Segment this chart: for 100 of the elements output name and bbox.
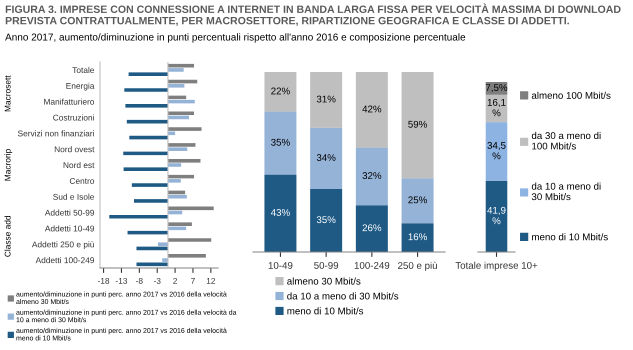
- y-tick-label: Servizi non finanziari: [18, 130, 94, 136]
- bar: [158, 242, 168, 246]
- data-label: 35%: [316, 216, 336, 224]
- data-label: 7,5%: [486, 84, 508, 92]
- data-label: 35%: [271, 138, 290, 146]
- bar: [264, 174, 296, 252]
- legend-label: meno di 10 Mbit/s: [287, 307, 364, 314]
- bar: [264, 112, 296, 175]
- bar: [168, 238, 212, 242]
- bar: [168, 179, 181, 183]
- y-tick-label: Manifatturiero: [44, 98, 94, 105]
- y-tick-label: Centro: [70, 178, 94, 184]
- bar: [310, 72, 342, 128]
- legend-label: da 30 a meno di 100 Mbit/s: [532, 132, 601, 150]
- bar: [168, 190, 186, 194]
- y-tick-label: Sud e Isole: [53, 194, 94, 200]
- bar: [124, 88, 168, 92]
- x-tick-label: 50-99: [314, 262, 338, 269]
- bar: [486, 180, 508, 252]
- bar: [136, 262, 168, 266]
- y-tick-label: Nord est: [64, 162, 94, 168]
- y-tick-label: Addetti 10-49: [44, 225, 94, 232]
- bar: [123, 152, 168, 156]
- bar: [129, 136, 168, 140]
- chart-subtitle: Anno 2017, aumento/diminuzione in punti percentuali rispetto all'anno 2016 e composizione percentuale: [5, 33, 466, 43]
- text: Macrorip: [4, 149, 12, 181]
- bar: [486, 122, 508, 181]
- data-label: 43%: [270, 209, 290, 216]
- bar: [168, 100, 195, 104]
- bar: [168, 158, 200, 163]
- bar: [168, 163, 182, 167]
- bar: [128, 72, 168, 76]
- bar: [310, 128, 342, 189]
- bar: [136, 246, 168, 250]
- legend-label: almeno 100 Mbit/s: [532, 92, 611, 99]
- bar: [168, 254, 206, 258]
- legend-label: da 10 a meno di 30 Mbit/s: [287, 292, 398, 300]
- data-label: 32%: [362, 172, 382, 180]
- bar: [168, 194, 187, 198]
- data-label: 16,1 %: [488, 98, 506, 116]
- bar: [168, 127, 202, 131]
- bar: [402, 72, 434, 178]
- text: FIGURA 3. IMPRESE CON CONNESSIONE A INTERNET IN BANDA LARGA FISSA PER VELOCITÀ MASSIMA DI DOWNLOAD PREVISTA CONTRATTUALMENTE, PER MACROSETTORE, RIPARTIZIONE GEOGRAFICA E CLASSE DI ADDETTI.: [6, 4, 621, 26]
- y-tick-label: Costruzioni: [53, 114, 94, 121]
- x-tick-label: 7: [191, 278, 195, 284]
- bar: [134, 199, 168, 203]
- legend-label: da 10 a meno di 30 Mbit/s: [532, 182, 601, 200]
- data-label: 25%: [408, 196, 427, 204]
- legend-label: almeno 30 Mbit/s: [287, 277, 360, 285]
- x-tick-label: 12: [206, 278, 216, 284]
- bar: [402, 178, 434, 224]
- data-label: 16%: [408, 233, 427, 240]
- data-label: 59%: [408, 120, 427, 128]
- bar: [168, 111, 194, 116]
- x-tick-label: -8: [136, 278, 143, 284]
- bar: [310, 189, 342, 252]
- bar: [125, 104, 168, 108]
- bar: [168, 210, 182, 214]
- bar: [486, 94, 508, 122]
- bar: [168, 96, 186, 100]
- x-tick-label: 100-249: [354, 262, 390, 269]
- bar: [128, 230, 168, 234]
- bar: [132, 183, 168, 187]
- bar: [168, 147, 188, 151]
- bar: [124, 167, 168, 172]
- data-label: 22%: [271, 88, 290, 94]
- data-label: 41,9 %: [487, 206, 506, 224]
- y-tick-label: Nord ovest: [54, 146, 94, 152]
- data-label: 34%: [316, 154, 336, 162]
- y-tick-label: Addetti 250 e più: [32, 241, 94, 250]
- bar: [168, 80, 198, 84]
- bar: [168, 68, 184, 72]
- bar: [356, 205, 388, 252]
- bar: [356, 148, 388, 206]
- y-tick-label: Totale: [72, 66, 94, 74]
- x-tick-label: 250 e più: [398, 262, 437, 271]
- x-tick-label: 10-49: [268, 262, 292, 269]
- bar: [126, 120, 168, 124]
- x-tick-label: -13: [116, 278, 128, 284]
- data-label: 42%: [362, 106, 382, 112]
- bar: [168, 84, 184, 88]
- bar: [168, 64, 194, 68]
- bar: [168, 206, 214, 210]
- text: Classe add: [4, 216, 11, 257]
- bar: [356, 72, 388, 148]
- x-tick-label: Totale imprese 10+: [456, 262, 538, 271]
- bar: [168, 174, 194, 178]
- x-tick-label: -18: [98, 278, 110, 284]
- bar: [402, 223, 434, 252]
- bar: [168, 222, 192, 226]
- legend-label: meno di 10 Mbit/s: [532, 233, 608, 240]
- data-label: 26%: [362, 224, 382, 232]
- y-tick-label: Energia: [66, 82, 94, 91]
- data-label: 31%: [316, 96, 336, 103]
- bar: [264, 72, 296, 112]
- bar: [109, 214, 168, 219]
- bar: [168, 116, 190, 120]
- data-label: 34,5 %: [487, 142, 506, 160]
- y-tick-label: Addetti 100-249: [36, 257, 94, 264]
- text: Macrosett: [4, 75, 11, 112]
